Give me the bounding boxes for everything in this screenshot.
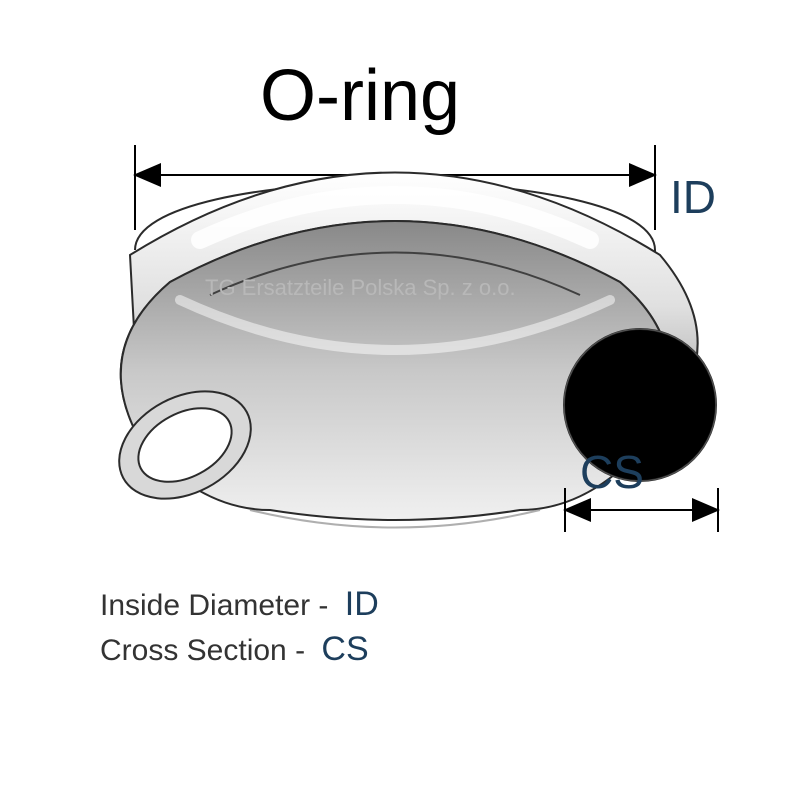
legend-id-full: Inside Diameter - <box>100 589 328 622</box>
diagram-canvas: O-ring ID CS TG Ersatzteile Polska Sp. z… <box>0 0 800 800</box>
legend-row-id: Inside Diameter - ID <box>100 585 379 624</box>
watermark-text: TG Ersatzteile Polska Sp. z o.o. <box>205 275 516 301</box>
diagram-title: O-ring <box>260 55 460 137</box>
id-label: ID <box>670 170 716 224</box>
legend-cs-full: Cross Section - <box>100 634 305 667</box>
cs-label: CS <box>580 445 644 499</box>
legend-id-abbr: ID <box>345 585 379 623</box>
legend-row-cs: Cross Section - CS <box>100 630 379 669</box>
legend-cs-abbr: CS <box>321 630 368 668</box>
legend-block: Inside Diameter - ID Cross Section - CS <box>100 585 379 669</box>
